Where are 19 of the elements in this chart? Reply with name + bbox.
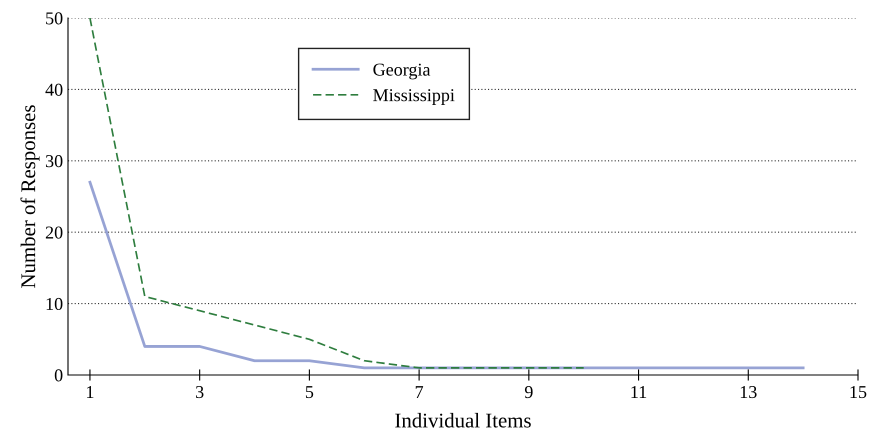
x-tick-label: 15 [850, 386, 866, 398]
x-tick-label: 13 [740, 386, 757, 398]
y-tick-label: 0 [54, 369, 62, 382]
y-tick-label: 20 [46, 226, 62, 239]
y-tick-label: 50 [46, 12, 62, 24]
y-axis-title: Number of Responses [20, 105, 40, 288]
x-tick-label: 3 [196, 386, 204, 398]
x-tick-label: 5 [306, 386, 314, 398]
legend-label: Mississippi [373, 89, 455, 105]
x-tick-label: 11 [631, 386, 646, 398]
y-tick-label: 30 [46, 155, 62, 168]
x-axis-title: Individual Items [395, 412, 531, 428]
legend-label: Georgia [373, 64, 430, 80]
x-tick-label: 9 [524, 386, 533, 398]
line-series [89, 18, 585, 369]
y-tick-label: 40 [45, 84, 62, 96]
x-tick-label: 7 [416, 386, 424, 398]
y-tick-label: 10 [46, 298, 62, 310]
x-tick-label: 1 [87, 386, 94, 398]
